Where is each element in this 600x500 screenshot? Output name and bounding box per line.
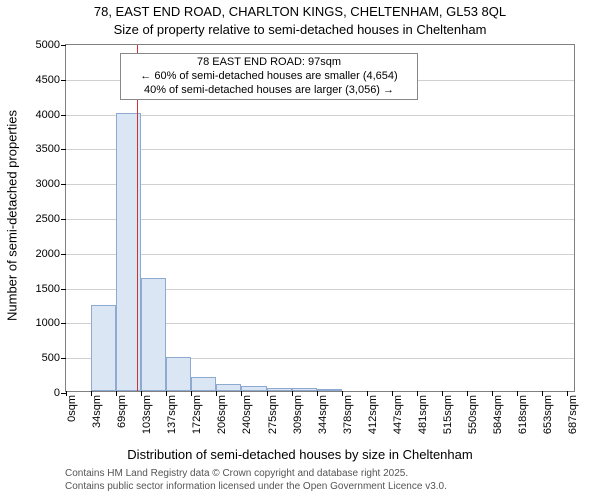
histogram-bar bbox=[166, 357, 191, 391]
annotation-line-2: ← 60% of semi-detached houses are smalle… bbox=[125, 70, 413, 84]
page-title: 78, EAST END ROAD, CHARLTON KINGS, CHELT… bbox=[0, 4, 600, 19]
xtick-label: 206sqm bbox=[216, 395, 228, 434]
xtick-label: 344sqm bbox=[317, 395, 329, 434]
licence-footer: Contains HM Land Registry data © Crown c… bbox=[65, 468, 447, 493]
histogram-bar bbox=[317, 389, 342, 391]
xtick-label: 481sqm bbox=[417, 395, 429, 434]
page-subtitle: Size of property relative to semi-detach… bbox=[0, 22, 600, 37]
histogram-plot: 0500100015002000250030003500400045005000… bbox=[65, 44, 575, 392]
xtick-label: 550sqm bbox=[467, 395, 479, 434]
xtick-label: 378sqm bbox=[342, 395, 354, 434]
ytick-label: 3500 bbox=[36, 143, 66, 155]
xtick-label: 137sqm bbox=[166, 395, 178, 434]
xtick-label: 172sqm bbox=[191, 395, 203, 434]
ytick-label: 2500 bbox=[36, 213, 66, 225]
ytick-label: 1500 bbox=[36, 283, 66, 295]
footer-line-1: Contains HM Land Registry data © Crown c… bbox=[65, 468, 447, 481]
xtick-label: 687sqm bbox=[567, 395, 579, 434]
xtick-label: 309sqm bbox=[292, 395, 304, 434]
histogram-bar bbox=[91, 305, 116, 391]
xtick-label: 515sqm bbox=[442, 395, 454, 434]
annotation-line-1: 78 EAST END ROAD: 97sqm bbox=[125, 56, 413, 70]
gridline bbox=[66, 184, 574, 185]
ytick-label: 1000 bbox=[36, 317, 66, 329]
histogram-bar bbox=[216, 384, 241, 391]
xtick-label: 584sqm bbox=[492, 395, 504, 434]
xtick-label: 618sqm bbox=[517, 395, 529, 434]
y-axis-label: Number of semi-detached properties bbox=[5, 96, 20, 336]
x-axis-label: Distribution of semi-detached houses by … bbox=[0, 447, 600, 462]
ytick-label: 5000 bbox=[36, 39, 66, 51]
xtick-label: 412sqm bbox=[367, 395, 379, 434]
xtick-label: 69sqm bbox=[116, 395, 128, 428]
xtick-label: 447sqm bbox=[392, 395, 404, 434]
ytick-label: 500 bbox=[42, 352, 66, 364]
ytick-label: 4000 bbox=[36, 109, 66, 121]
ytick-label: 4500 bbox=[36, 74, 66, 86]
gridline bbox=[66, 219, 574, 220]
footer-line-2: Contains public sector information licen… bbox=[65, 481, 447, 494]
annotation-line-3: 40% of semi-detached houses are larger (… bbox=[125, 84, 413, 98]
xtick-label: 240sqm bbox=[241, 395, 253, 434]
xtick-label: 103sqm bbox=[141, 395, 153, 434]
annotation-box: 78 EAST END ROAD: 97sqm← 60% of semi-det… bbox=[120, 53, 418, 100]
ytick-label: 0 bbox=[54, 387, 66, 399]
xtick-label: 34sqm bbox=[91, 395, 103, 428]
histogram-bar bbox=[141, 278, 166, 391]
histogram-bar bbox=[241, 386, 266, 391]
histogram-bar bbox=[267, 388, 292, 391]
chart-container: { "header": { "address_line": "78, EAST … bbox=[0, 0, 600, 500]
histogram-bar bbox=[191, 377, 216, 391]
gridline bbox=[66, 149, 574, 150]
xtick-label: 0sqm bbox=[66, 395, 78, 422]
gridline bbox=[66, 115, 574, 116]
xtick-label: 275sqm bbox=[267, 395, 279, 434]
xtick-label: 653sqm bbox=[542, 395, 554, 434]
gridline bbox=[66, 254, 574, 255]
ytick-label: 2000 bbox=[36, 248, 66, 260]
ytick-label: 3000 bbox=[36, 178, 66, 190]
histogram-bar bbox=[292, 388, 317, 391]
